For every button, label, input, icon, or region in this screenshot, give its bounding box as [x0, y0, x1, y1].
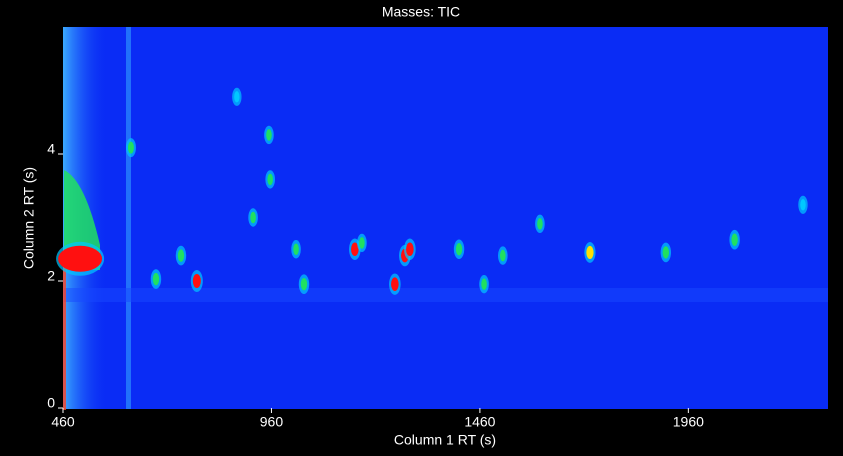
peak — [731, 233, 738, 246]
peak — [481, 278, 487, 290]
column-bleed-streak — [126, 27, 131, 409]
peak — [250, 211, 256, 224]
x-tick-label: 1460 — [464, 414, 495, 430]
edge-streak — [63, 260, 66, 410]
peak — [406, 242, 414, 257]
x-tick-label: 460 — [51, 414, 75, 430]
peak — [293, 243, 299, 256]
chart-title: Masses: TIC — [382, 4, 460, 20]
peak — [234, 91, 240, 103]
peak — [586, 245, 594, 260]
peak — [58, 245, 103, 272]
y-tick-label: 2 — [47, 268, 55, 284]
peak — [391, 277, 399, 291]
peak — [800, 199, 806, 211]
peak — [266, 129, 272, 141]
x-tick-label: 960 — [260, 414, 284, 430]
y-tick-label: 4 — [47, 141, 55, 157]
peak — [537, 218, 543, 230]
peak — [359, 237, 365, 249]
x-tick-label: 1960 — [673, 414, 704, 430]
peak — [300, 277, 308, 291]
peak — [267, 173, 273, 186]
plot-area — [63, 27, 828, 409]
peak — [662, 246, 670, 259]
peak — [177, 249, 185, 262]
peak — [152, 272, 160, 286]
x-axis-label: Column 1 RT (s) — [394, 432, 496, 448]
peak — [351, 242, 359, 257]
baseline-band — [64, 288, 828, 302]
peak — [455, 243, 463, 256]
peak — [192, 274, 201, 288]
peak — [127, 141, 134, 154]
y-tick-label: 0 — [47, 395, 55, 411]
y-axis-label: Column 2 RT (s) — [21, 167, 37, 269]
peak — [500, 249, 506, 262]
